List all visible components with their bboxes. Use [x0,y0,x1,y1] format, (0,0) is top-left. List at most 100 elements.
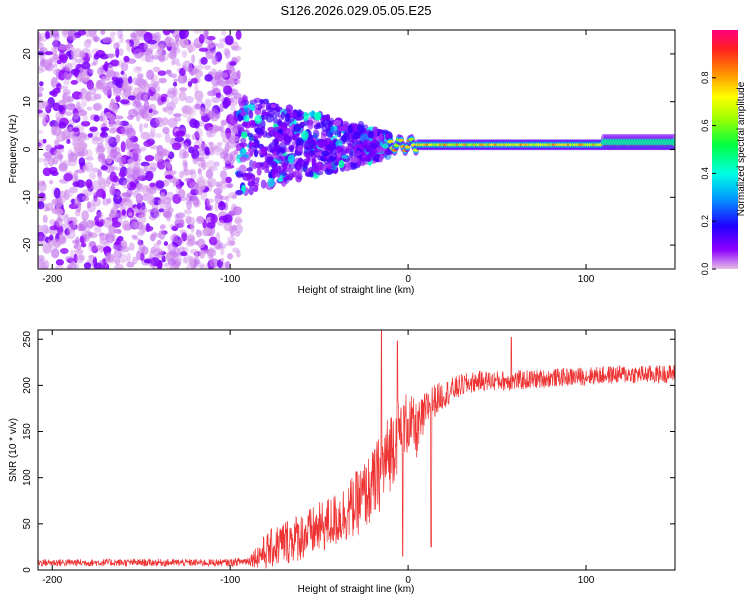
spectrogram-cell [52,102,61,112]
spectrogram-cell [44,51,54,56]
spectrogram-cell [145,53,151,63]
spectrogram-cell [201,107,206,114]
spectrogram-cell [296,109,303,118]
spectrogram-cell [133,94,141,106]
spectrogram-cell [39,48,45,53]
spectrogram-cell [97,142,104,149]
spectrogram-cell [135,182,143,191]
spectrogram-cell [259,147,268,152]
spectrogram-cell [86,219,94,229]
spectrogram-cell [158,55,165,63]
spectrogram-cell [96,209,102,219]
spectrogram-cell [241,94,247,101]
spectrogram-cell [190,68,201,73]
spectrogram-cell [333,119,342,127]
spectrogram-cell [99,131,109,138]
spectrogram-cell [74,47,82,58]
spectrogram-cell [194,103,201,110]
spectrogram-cell [73,68,79,78]
spectrogram-cell [68,186,79,194]
spectrogram-cell [295,138,305,147]
spectrogram-cell [182,150,189,159]
spectrogram-cell [185,177,191,183]
spectrogram-cell [143,42,149,51]
spectrogram-cell [157,199,165,205]
spectrogram-cell [256,167,262,176]
spectrogram-cell [107,64,114,73]
spectrogram-cell [61,223,71,229]
spectrogram-cell [116,228,122,235]
spectrogram-cell [38,180,46,187]
spectrogram-cell [41,224,49,235]
spectrogram-cell [191,133,197,141]
spectrogram-cell [72,112,80,120]
spectrogram-cell [65,44,70,51]
spectrogram-cell [159,192,166,202]
spectrogram-cell [157,43,165,55]
spectrogram-cell [208,256,215,267]
spectrogram-cell [77,109,88,117]
spectrogram-cell [220,130,227,138]
spectrogram-cell [169,48,177,60]
spectrogram-cell [143,82,150,94]
spectrogram-y-label: Frequency (Hz) [8,115,19,184]
spectrogram-cell [227,253,234,260]
spectrogram-cell [397,138,404,142]
spectrogram-cell [66,138,71,145]
spectrogram-cell [216,141,223,147]
spectrogram-cell [387,139,394,144]
spectrogram-cell [169,250,177,256]
spectrogram-cell [104,142,110,150]
spectrogram-cell [50,248,60,259]
spectrogram-cell [205,205,211,211]
spectrogram-cell [108,136,118,148]
spectrogram-cell [55,259,64,266]
spectrogram-cell [152,110,159,115]
spectrogram-cell [265,113,275,123]
spectrogram-cell [105,252,111,262]
spectrogram-cell [99,53,110,60]
spectrogram-cell [158,229,166,240]
spectrogram-cell [211,55,218,66]
spectrogram-cell [336,145,342,154]
spectrogram-cell [54,264,64,269]
y-tick-label: 250 [22,330,33,347]
spectrogram-cell [193,144,200,150]
spectrogram-cell [106,154,113,165]
spectrogram-cell [175,62,182,67]
y-tick-label: -10 [22,190,33,205]
spectrogram-cell [179,30,186,40]
spectrogram-cell [171,256,179,263]
spectrogram-cell [240,137,247,144]
spectrogram-cell [73,253,78,264]
spectrogram-cell [161,149,170,157]
spectrogram-cell [38,181,47,192]
spectrogram-cell [195,186,204,196]
spectrogram-cell [278,147,284,152]
spectrogram-cell [191,148,200,160]
spectrogram-cell [185,67,191,72]
spectrogram-cell [166,164,172,170]
spectrogram-cell [56,82,62,91]
spectrogram-cell [143,110,153,122]
spectrogram-cell [161,117,169,126]
spectrogram-cell [139,252,145,262]
spectrogram-cell [49,225,58,231]
snr-background [38,330,675,570]
spectrogram-cell [277,128,284,135]
spectrogram-cell [190,77,199,84]
spectrogram-cell [217,201,226,211]
spectrogram-cell [167,170,177,176]
spectrogram-cell [296,164,301,172]
spectrogram-cell [92,130,100,137]
spectrogram-cell [271,167,279,178]
spectrogram-cell [301,130,309,140]
x-tick-label: -200 [42,575,62,586]
spectrogram-cell [79,132,88,139]
x-tick-label: 100 [578,274,595,285]
spectrogram-cell [42,167,52,177]
spectrogram-cell [101,75,111,81]
spectrogram-cell [225,195,230,203]
spectrogram-cell [128,242,135,251]
